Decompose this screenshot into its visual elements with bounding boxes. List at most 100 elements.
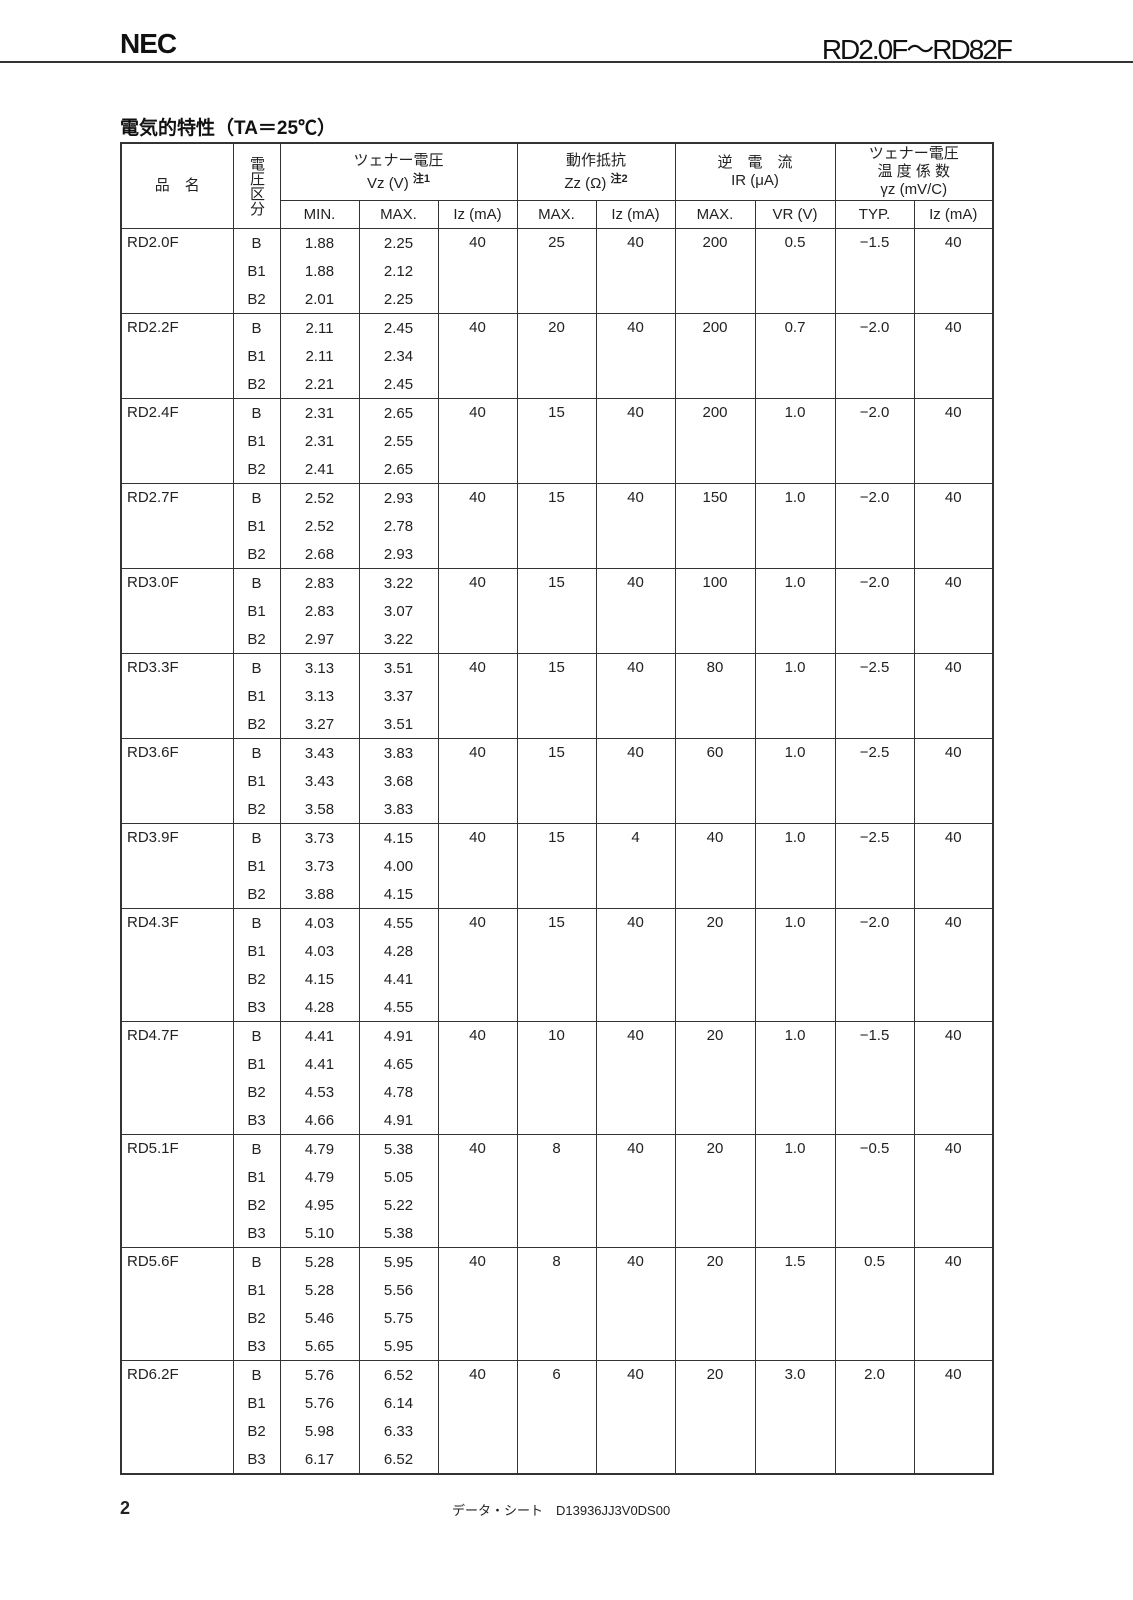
vz-min: 5.28 (279, 1247, 360, 1276)
zz-test-current: 40 (595, 483, 676, 569)
vz-min: 2.83 (279, 597, 360, 625)
table-row: B3 4.28 4.55 (121, 993, 993, 1022)
vz-min: 3.43 (279, 738, 360, 767)
vz-test-current: 40 (437, 908, 518, 1022)
vz-min: 2.01 (279, 285, 360, 314)
ir-max: 200 (674, 398, 756, 484)
section-title: 電気的特性（TA＝25℃） (120, 118, 337, 139)
voltage-rank: B1 (232, 1389, 281, 1417)
vz-max: 2.65 (358, 398, 439, 427)
voltage-rank: B1 (232, 937, 281, 965)
zz-max: 8 (516, 1134, 597, 1248)
voltage-rank: B2 (232, 795, 281, 824)
vz-test-current: 40 (437, 228, 518, 314)
voltage-rank: B1 (232, 427, 281, 455)
voltage-rank: B1 (232, 852, 281, 880)
vz-min: 4.79 (279, 1163, 360, 1191)
table-row: B2 4.15 4.41 (121, 965, 993, 993)
electrical-characteristics-table: 品 名 電圧区分 ツェナー電圧 Vz (V) 注1 動作抵抗 Zz (Ω) 注2… (120, 142, 994, 1475)
product-name: RD2.2F (120, 313, 234, 399)
vz-max: 3.68 (358, 767, 439, 795)
temp-coefficient-typ: −2.0 (834, 908, 915, 1022)
nec-logo: NEC (120, 28, 177, 59)
vz-max: 2.25 (358, 285, 439, 314)
header-temp-coefficient: ツェナー電圧 温 度 係 数 γz (mV/C) (834, 142, 994, 201)
vz-min: 4.03 (279, 908, 360, 937)
ir-max: 200 (674, 228, 756, 314)
vz-min: 2.83 (279, 568, 360, 597)
zz-test-current: 40 (595, 568, 676, 654)
zz-test-current: 40 (595, 313, 676, 399)
header-temp-coefficient-title-1: ツェナー電圧 (868, 145, 959, 162)
product-name: RD5.1F (120, 1134, 234, 1248)
header-reverse-current: 逆 電 流 IR (μA) (674, 142, 836, 201)
table-row: B2 3.58 3.83 (121, 795, 993, 824)
table-row: B3 5.10 5.38 (121, 1219, 993, 1248)
zz-max: 6 (516, 1360, 597, 1474)
vz-max: 6.33 (358, 1417, 439, 1445)
voltage-rank: B2 (232, 1191, 281, 1219)
table-row: B2 3.27 3.51 (121, 710, 993, 739)
voltage-rank: B (232, 313, 281, 342)
voltage-rank: B2 (232, 1417, 281, 1445)
table-row: B1 2.52 2.78 (121, 512, 993, 540)
vz-min: 5.98 (279, 1417, 360, 1445)
vz-max: 2.78 (358, 512, 439, 540)
vz-min: 5.76 (279, 1360, 360, 1389)
vz-max: 3.07 (358, 597, 439, 625)
ir-max: 200 (674, 313, 756, 399)
voltage-rank: B1 (232, 512, 281, 540)
table-row: B3 4.66 4.91 (121, 1106, 993, 1135)
vz-min: 1.88 (279, 257, 360, 285)
vz-min: 4.41 (279, 1021, 360, 1050)
vz-max: 3.22 (358, 568, 439, 597)
vz-max: 4.91 (358, 1106, 439, 1135)
ir-max: 20 (674, 1360, 756, 1474)
table-row: B1 4.03 4.28 (121, 937, 993, 965)
voltage-rank: B2 (232, 1304, 281, 1332)
ir-max: 40 (674, 823, 756, 909)
reverse-voltage: 1.0 (754, 823, 836, 909)
vz-max: 5.75 (358, 1304, 439, 1332)
reverse-voltage: 1.0 (754, 1021, 836, 1135)
table-row: B2 4.53 4.78 (121, 1078, 993, 1106)
vz-test-current: 40 (437, 1021, 518, 1135)
vz-max: 4.41 (358, 965, 439, 993)
ir-max: 20 (674, 1021, 756, 1135)
product-name: RD2.7F (120, 483, 234, 569)
subheader-tc-typ: TYP. (834, 200, 915, 229)
product-name: RD3.0F (120, 568, 234, 654)
header-dynamic-impedance-unit: Zz (Ω) (564, 174, 607, 192)
zz-test-current: 40 (595, 1247, 676, 1361)
ir-max: 20 (674, 1247, 756, 1361)
voltage-rank: B2 (232, 1078, 281, 1106)
zz-max: 15 (516, 398, 597, 484)
voltage-rank: B2 (232, 625, 281, 654)
vz-max: 5.38 (358, 1134, 439, 1163)
header-zener-voltage: ツェナー電圧 Vz (V) 注1 (279, 142, 518, 201)
vz-min: 3.58 (279, 795, 360, 824)
vz-max: 3.51 (358, 710, 439, 739)
subheader-ir-max: MAX. (674, 200, 756, 229)
vz-test-current: 40 (437, 1360, 518, 1474)
vz-max: 2.45 (358, 313, 439, 342)
vz-max: 4.55 (358, 908, 439, 937)
zz-max: 20 (516, 313, 597, 399)
tc-test-current: 40 (913, 1021, 994, 1135)
temp-coefficient-typ: 0.5 (834, 1247, 915, 1361)
voltage-rank: B (232, 1021, 281, 1050)
vz-max: 6.52 (358, 1360, 439, 1389)
ir-max: 100 (674, 568, 756, 654)
tc-test-current: 40 (913, 1360, 994, 1474)
product-name: RD2.0F (120, 228, 234, 314)
vz-min: 3.27 (279, 710, 360, 739)
voltage-rank: B1 (232, 1050, 281, 1078)
vz-test-current: 40 (437, 1134, 518, 1248)
reverse-voltage: 0.7 (754, 313, 836, 399)
header-temp-coefficient-unit: γz (mV/C) (880, 181, 948, 198)
vz-max: 5.56 (358, 1276, 439, 1304)
document-title: RD2.0F～RD82F (821, 34, 1013, 65)
table-row: RD2.2F B 2.11 2.45 40 20 40 200 0.7 −2.0 40 (120, 313, 994, 399)
reverse-voltage: 1.0 (754, 653, 836, 739)
table-row: B1 3.73 4.00 (121, 852, 993, 880)
